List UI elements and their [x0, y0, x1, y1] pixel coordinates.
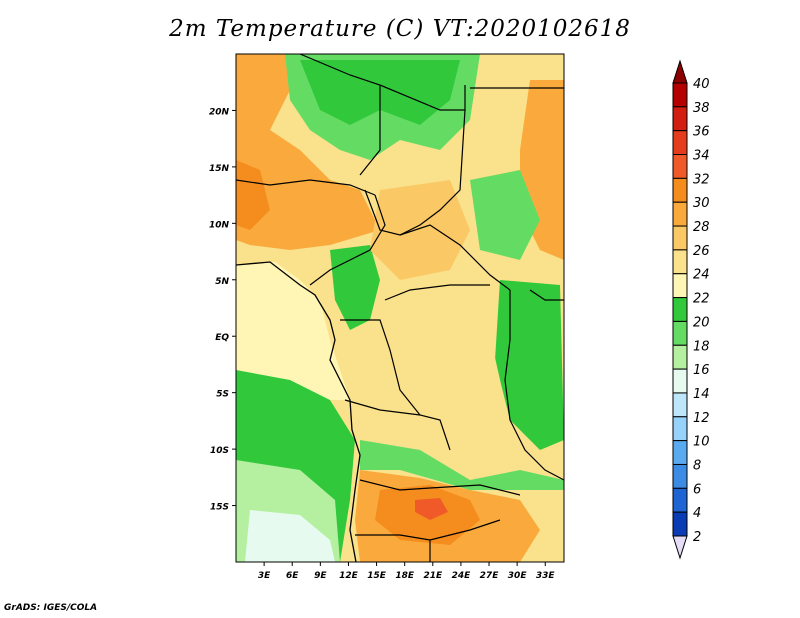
colorbar-swatch [672, 440, 688, 465]
colorbar-label: 4 [693, 506, 701, 521]
colorbar-min-triangle [672, 535, 688, 560]
lon-tick-label: 6E [286, 571, 299, 581]
temperature-field [236, 54, 564, 562]
colorbar-label: 32 [693, 172, 710, 187]
border-line [299, 54, 466, 111]
border-line [340, 319, 451, 451]
longitude-axis: 3E 6E 9E 12E 15E 18E 21E 24E 27E 30E 33E [258, 562, 556, 581]
border-line [309, 194, 386, 286]
colorbar-swatch [672, 154, 688, 179]
colorbar-label: 14 [693, 387, 710, 402]
colorbar-label: 28 [693, 220, 710, 235]
colorbar-swatch [672, 249, 688, 275]
lon-tick-label: 12E [339, 571, 359, 581]
coastline [236, 261, 361, 562]
colorbar-swatch [672, 511, 688, 537]
field-east-highlands [495, 280, 564, 450]
colorbar-label: 34 [693, 149, 710, 164]
border-line [344, 399, 421, 416]
colorbar-swatch [672, 82, 688, 108]
field-north-hot [236, 160, 270, 230]
colorbar-swatch [672, 225, 688, 251]
colorbar-label: 20 [693, 315, 710, 330]
lat-tick-label: 5S [216, 390, 229, 400]
lat-tick-label: 10N [209, 220, 230, 230]
field-gulf [236, 262, 350, 400]
lon-tick-label: 9E [314, 571, 327, 581]
border-line [355, 519, 501, 541]
field-congo-basin [370, 290, 500, 420]
lat-tick-label: 15N [209, 164, 230, 174]
colorbar-label: 22 [693, 292, 710, 307]
lon-tick-label: 30E [508, 571, 528, 581]
colorbar-label: 8 [693, 458, 701, 473]
colorbar-swatch [672, 368, 688, 394]
field-sahel-warm [236, 54, 380, 250]
lat-tick-label: 5N [215, 277, 229, 287]
colorbar-max-triangle [672, 59, 688, 84]
colorbar-swatch [672, 177, 688, 203]
colorbar-label: 30 [693, 196, 710, 211]
colorbar-swatch [672, 392, 688, 418]
colorbar-label: 24 [693, 268, 710, 283]
field-south-peak [415, 498, 448, 520]
lat-tick-label: 20N [209, 107, 230, 117]
border-line [399, 224, 511, 291]
colorbar-swatch [672, 297, 688, 322]
border-line [529, 289, 564, 301]
field-cameroon-cool [330, 245, 380, 330]
colorbar-label: 6 [693, 482, 701, 497]
map-frame [235, 53, 565, 563]
border-line [364, 109, 466, 236]
country-borders [236, 54, 564, 562]
colorbar-label: 2 [693, 530, 701, 545]
field-south-cool [360, 440, 564, 490]
field-east-highlands-2 [470, 170, 540, 260]
lon-tick-label: 3E [258, 571, 271, 581]
colorbar-swatch [672, 463, 688, 489]
colorbar-label: 36 [693, 125, 710, 140]
border-line [504, 290, 564, 481]
colorbar-label: 38 [693, 101, 710, 116]
lon-tick-label: 21E [423, 571, 443, 581]
colorbar-swatch [672, 487, 688, 513]
colorbar-label: 12 [693, 411, 710, 426]
lat-tick-label: 10S [210, 446, 229, 456]
grads-credit: GrADS: IGES/COLA [4, 603, 98, 613]
border-line [359, 479, 521, 496]
colorbar: 40 38 36 34 32 30 28 26 24 22 20 18 16 14 12 10 8 6 4 2 [672, 59, 710, 560]
lon-tick-label: 27E [480, 571, 500, 581]
colorbar-label: 40 [693, 77, 710, 92]
colorbar-label: 26 [693, 244, 710, 259]
latitude-axis: 20N 15N 10N 5N EQ 5S 10S 15S [209, 107, 236, 513]
lat-tick-label: EQ [215, 333, 229, 343]
colorbar-swatch [672, 130, 688, 156]
colorbar-label: 16 [693, 363, 710, 378]
border-line [359, 85, 381, 176]
border-line [384, 284, 490, 301]
border-line [236, 179, 376, 196]
colorbar-swatch [672, 344, 688, 370]
colorbar-label: 10 [693, 435, 710, 450]
lon-tick-label: 18E [395, 571, 415, 581]
colorbar-label: 18 [693, 339, 710, 354]
field-ocean-coldest [245, 510, 335, 562]
colorbar-swatch [672, 320, 688, 346]
lon-tick-label: 15E [367, 571, 387, 581]
lon-tick-label: 33E [536, 571, 556, 581]
lon-tick-label: 24E [452, 571, 472, 581]
map-title: 2m Temperature (C) VT:2020102618 [169, 16, 631, 42]
colorbar-swatch [672, 273, 688, 299]
lat-tick-label: 15S [210, 503, 229, 513]
temperature-map-figure: 20N 15N 10N 5N EQ 5S 10S 15S 3E 6E 9E 12E 15E 18E 21E… [209, 53, 710, 581]
colorbar-swatch [672, 106, 688, 132]
colorbar-swatch [672, 416, 688, 442]
colorbar-swatch [672, 201, 688, 227]
